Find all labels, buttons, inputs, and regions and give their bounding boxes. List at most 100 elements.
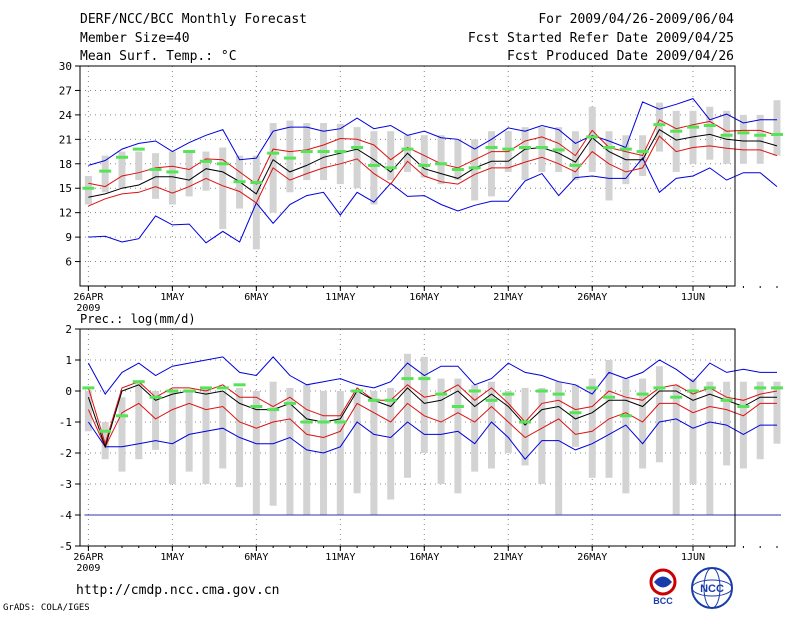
panel2-spread-box: [353, 391, 361, 494]
panel2-spread-box: [706, 381, 714, 515]
panel1-median-marker: [334, 150, 347, 154]
panel2-spread-box: [773, 381, 781, 444]
panel2-xtick-label: 1JUN: [681, 552, 705, 563]
panel1-median-marker: [300, 150, 313, 154]
panel1-spread-box: [387, 131, 395, 181]
panel2-xtick-label: 6MAY: [244, 552, 268, 563]
panel2-spread-box: [571, 384, 579, 447]
panel1-median-marker: [737, 131, 750, 135]
panel1-median-marker: [720, 133, 733, 137]
panel1-median-marker: [552, 148, 565, 152]
panel2-median-marker: [519, 420, 532, 424]
panel1-median-marker: [367, 163, 380, 167]
panel1-ytick-label: 27: [59, 84, 72, 97]
panel2-median-marker: [216, 386, 229, 390]
panel1-spread-box: [521, 127, 529, 181]
panel1-spread-box: [454, 139, 462, 181]
panel2-mean-line: [87, 384, 777, 449]
panel1-spread-box: [168, 151, 176, 205]
panel2-xtick-label: 26APR: [73, 552, 104, 563]
panel1-spread-box: [152, 153, 160, 199]
panel1-spread-box: [286, 120, 294, 193]
panel1-ytick-label: 6: [65, 256, 72, 269]
panel2-ytick-label: -5: [59, 540, 72, 553]
panel1-median-marker: [115, 155, 128, 159]
panel2-median-marker: [418, 377, 431, 381]
panel1-xtick-label: 11MAY: [325, 292, 355, 303]
panel2-xtick-year: 2009: [76, 563, 100, 574]
panel1-median-marker: [166, 170, 179, 174]
panel2-median-marker: [687, 389, 700, 393]
panel2-spread-box: [639, 378, 647, 469]
panel2-median-marker: [754, 386, 767, 390]
panel2-median-marker: [636, 392, 649, 396]
panel1-xtick-year: 2009: [76, 303, 100, 314]
panel1-spread-box: [336, 123, 344, 185]
panel2-spread-box: [655, 366, 663, 463]
panel1-median-marker: [250, 181, 263, 185]
panel2-spread-box: [135, 381, 143, 460]
panel2-title: Prec.: log(mm/d): [80, 312, 196, 326]
panel1-spread-box: [135, 151, 143, 181]
panel1-spread-box: [471, 139, 479, 201]
panel1-mean-line: [88, 128, 778, 198]
panel2-spread-box: [252, 391, 260, 515]
panel1-median-marker: [267, 151, 280, 155]
panel2-median-marker: [435, 392, 448, 396]
panel1-spread-box: [353, 127, 361, 189]
panel2-median-marker: [401, 377, 414, 381]
panel1-spread-box: [420, 135, 428, 178]
panel1-spread-box: [655, 102, 663, 152]
panel2-spread-box: [168, 391, 176, 484]
panel2-spread-box: [101, 422, 109, 460]
variable-label: Mean Surf. Temp.: °C: [80, 49, 237, 64]
panel2-median-marker: [82, 386, 95, 390]
panel1-median-marker: [603, 145, 616, 149]
chart-title: DERF/NCC/BCC Monthly Forecast: [80, 12, 307, 27]
panel2-xtick-label: 16MAY: [409, 552, 439, 563]
panel2-median-marker: [132, 380, 145, 384]
panel2-spread-box: [689, 378, 697, 484]
panel2-spread-box: [202, 387, 210, 484]
panel1-median-marker: [636, 150, 649, 154]
panel2-spread-box: [555, 381, 563, 515]
panel1-median-marker: [754, 133, 767, 137]
panel2-median-marker: [737, 405, 750, 408]
panel1-ytick-label: 30: [59, 60, 72, 73]
panel2-spread-box: [739, 381, 747, 469]
panel2-median-marker: [233, 383, 246, 387]
panel1-median-marker: [351, 145, 364, 149]
panel2-ytick-label: 1: [65, 354, 72, 367]
panel1-median-marker: [132, 147, 145, 151]
panel1-median-marker: [703, 123, 716, 127]
panel1-ytick-label: 12: [59, 207, 72, 220]
panel1-spread-box: [101, 155, 109, 193]
panel2-median-marker: [384, 398, 397, 402]
panel2-spread-box: [454, 378, 462, 494]
panel1-ytick-label: 24: [59, 109, 73, 122]
panel1-median-marker: [502, 147, 515, 151]
panel1-max-line: [88, 98, 777, 166]
panel1-spread-box: [773, 100, 781, 156]
panel2-median-marker: [552, 392, 565, 396]
panel2-spread-box: [118, 397, 126, 472]
panel2-spread-box: [437, 378, 445, 484]
panel1-median-marker: [619, 147, 632, 151]
panel2-median-marker: [267, 408, 280, 412]
panel1-spread-box: [706, 106, 714, 160]
panel2-spread-box: [219, 391, 227, 469]
panel2-median-marker: [653, 386, 666, 390]
panel2-xtick-label: 21MAY: [493, 552, 523, 563]
panel2-median-marker: [586, 386, 599, 390]
panel2-spread-box: [672, 384, 680, 515]
panel2-spread-box: [723, 381, 731, 466]
panel1-spread-box: [370, 131, 378, 205]
source-url[interactable]: http://cmdp.ncc.cma.gov.cn: [76, 583, 280, 598]
panel2-median-marker: [485, 398, 498, 402]
panel1-xtick-label: 26MAY: [577, 292, 607, 303]
panel2-max-line: [87, 356, 777, 396]
member-size: Member Size=40: [80, 31, 190, 46]
panel1-spread-box: [588, 106, 596, 172]
panel1-spread-box: [756, 114, 764, 164]
panel2-median-marker: [283, 401, 296, 405]
